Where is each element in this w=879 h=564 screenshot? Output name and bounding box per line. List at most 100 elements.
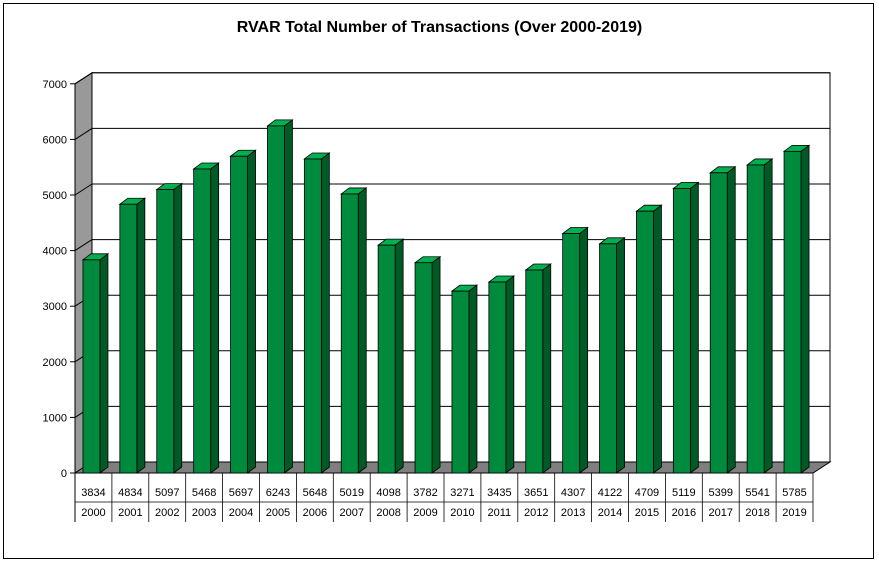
data-label: 6243 [266, 487, 290, 499]
bar [118, 197, 147, 474]
bar [229, 149, 257, 474]
bar [709, 166, 737, 474]
x-tick-label: 2006 [303, 507, 327, 519]
bar-front [340, 193, 359, 474]
data-label: 5785 [782, 487, 806, 499]
x-tick-label: 2014 [598, 507, 622, 519]
data-label: 5019 [340, 487, 364, 499]
y-tick-label: 0 [61, 468, 67, 480]
bar-front [414, 262, 433, 474]
bar-side [616, 237, 625, 474]
bar-side [763, 158, 773, 474]
bar-side [468, 284, 478, 474]
bar-side [173, 182, 183, 474]
x-tick-label: 2011 [488, 507, 512, 519]
data-label: 5697 [229, 487, 253, 499]
bar-side [542, 263, 552, 474]
bar [376, 238, 405, 474]
gridline-diagonal [74, 183, 93, 196]
bar-front [488, 281, 507, 474]
bar [524, 263, 552, 474]
chart-title: RVAR Total Number of Transactions (Over … [236, 19, 643, 36]
data-label: 3834 [81, 487, 105, 499]
bar-front [783, 150, 802, 474]
x-tick-label: 2018 [745, 507, 769, 519]
bar-side [800, 144, 810, 474]
data-label: 4709 [635, 487, 659, 499]
bar-side [579, 226, 589, 474]
x-tick-label: 2016 [672, 507, 696, 519]
y-tick-label: 5000 [43, 190, 67, 202]
x-tick-label: 2010 [450, 507, 474, 519]
bar-side [136, 197, 146, 474]
bar-front [230, 155, 248, 474]
bars [81, 119, 811, 474]
bar-front [451, 290, 470, 474]
y-tick-label: 1000 [43, 412, 67, 424]
bar [340, 187, 368, 474]
x-tick-label: 2005 [266, 507, 290, 519]
x-tick-label: 2004 [229, 507, 253, 519]
bar-side [431, 255, 441, 474]
bar [413, 255, 442, 474]
bar-front [525, 269, 544, 474]
y-tick-label: 7000 [43, 79, 67, 91]
x-tick-label: 2012 [524, 507, 548, 519]
bar-front [267, 125, 285, 474]
bar-side [247, 149, 256, 474]
data-label: 3782 [413, 487, 437, 499]
x-tick-label: 2019 [782, 507, 806, 519]
x-tick-label: 2007 [340, 507, 364, 519]
data-label: 4834 [118, 487, 142, 499]
data-label: 4122 [598, 487, 622, 499]
bar [635, 204, 663, 474]
y-axis: 0 1000 2000 3000 4000 5000 6000 7000 [43, 79, 76, 480]
bar-side [394, 238, 404, 474]
data-label: 4307 [561, 487, 585, 499]
bar [266, 119, 294, 474]
bar [81, 253, 110, 474]
x-tick-label: 2001 [118, 507, 142, 519]
data-label: 5097 [155, 487, 179, 499]
x-tick-label: 2002 [155, 507, 179, 519]
data-label: 5541 [745, 487, 769, 499]
data-label: 3651 [524, 487, 548, 499]
data-label: 3271 [450, 487, 474, 499]
bar-front [562, 233, 581, 474]
bar-side [284, 119, 293, 474]
bar [598, 237, 626, 474]
bar [155, 182, 183, 474]
gridline-diagonal [74, 127, 93, 140]
bar-front [156, 189, 175, 474]
data-label: 3435 [487, 487, 511, 499]
bar-side [653, 204, 662, 474]
bar [672, 181, 700, 474]
bar-front [377, 244, 396, 474]
bar-side [320, 152, 330, 474]
x-tick-label: 2017 [709, 507, 733, 519]
bar-front [636, 210, 654, 474]
y-tick-label: 6000 [43, 134, 67, 146]
bar-side [99, 253, 109, 474]
x-tick-label: 2013 [561, 507, 585, 519]
bar-side [726, 166, 736, 474]
bar-front [82, 259, 101, 474]
bar-front [709, 172, 728, 474]
bar-side [505, 275, 515, 474]
data-label: 4098 [376, 487, 400, 499]
bar-front [672, 187, 691, 474]
data-label: 5648 [303, 487, 327, 499]
x-tick-label: 2003 [192, 507, 216, 519]
bar-front [119, 203, 138, 474]
bar-front [303, 158, 322, 474]
bar [303, 152, 331, 474]
bar [487, 275, 516, 474]
data-label: 5399 [709, 487, 733, 499]
bar [450, 284, 479, 474]
y-tick-label: 2000 [43, 357, 67, 369]
x-tick-label: 2008 [376, 507, 400, 519]
y-tick-label: 4000 [43, 246, 67, 258]
x-tick-label: 2000 [81, 507, 105, 519]
x-tick-label: 2009 [413, 507, 437, 519]
